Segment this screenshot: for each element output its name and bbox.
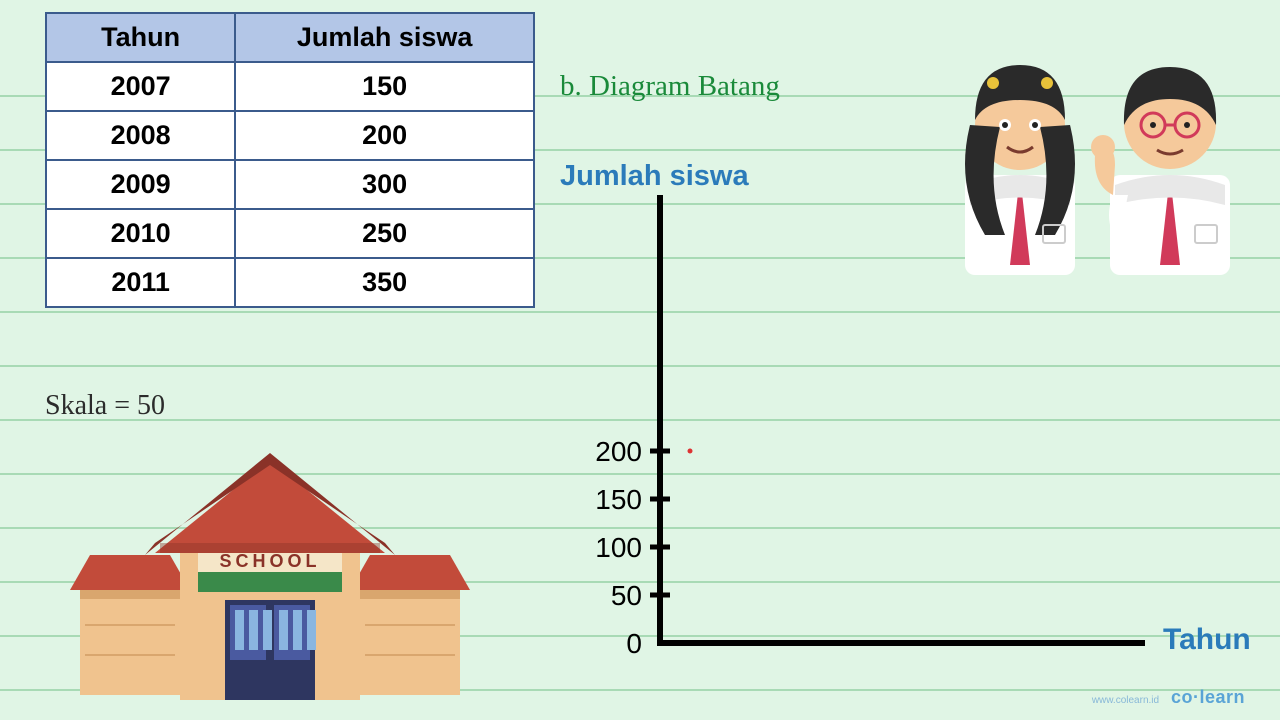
footer-url: www.colearn.id (1092, 695, 1159, 706)
table-cell: 2011 (46, 258, 235, 307)
table-cell: 300 (235, 160, 534, 209)
table-row: 2011350 (46, 258, 534, 307)
table-row: 2010250 (46, 209, 534, 258)
table-row: 2008200 (46, 111, 534, 160)
svg-text:100: 100 (595, 532, 642, 563)
svg-text:150: 150 (595, 484, 642, 515)
table-row: 2007150 (46, 62, 534, 111)
scale-note: Skala = 50 (45, 390, 165, 422)
table-cell: 150 (235, 62, 534, 111)
table-cell: 2009 (46, 160, 235, 209)
table-cell: 350 (235, 258, 534, 307)
footer: www.colearn.id co·learn (1092, 687, 1245, 708)
table-cell: 200 (235, 111, 534, 160)
table-cell: 2008 (46, 111, 235, 160)
table-row: 2009300 (46, 160, 534, 209)
svg-text:200: 200 (595, 436, 642, 467)
footer-brand: co·learn (1171, 687, 1245, 707)
y-axis-label: Jumlah siswa (560, 160, 749, 193)
table-body: 20071502008200200930020102502011350 (46, 62, 534, 307)
table-cell: 2010 (46, 209, 235, 258)
table-cell: 2007 (46, 62, 235, 111)
chart-title: b. Diagram Batang (560, 70, 780, 103)
table-header-cell: Tahun (46, 13, 235, 62)
svg-text:0: 0 (626, 628, 642, 655)
table-cell: 250 (235, 209, 534, 258)
table-header-cell: Jumlah siswa (235, 13, 534, 62)
table-header-row: TahunJumlah siswa (46, 13, 534, 62)
svg-text:SCHOOL: SCHOOL (219, 551, 320, 571)
school-illustration: SCHOOL (70, 435, 470, 710)
x-axis-label: Tahun (1163, 623, 1251, 657)
svg-text:50: 50 (611, 580, 642, 611)
students-illustration (935, 35, 1255, 275)
data-table: TahunJumlah siswa 2007150200820020093002… (45, 12, 535, 308)
